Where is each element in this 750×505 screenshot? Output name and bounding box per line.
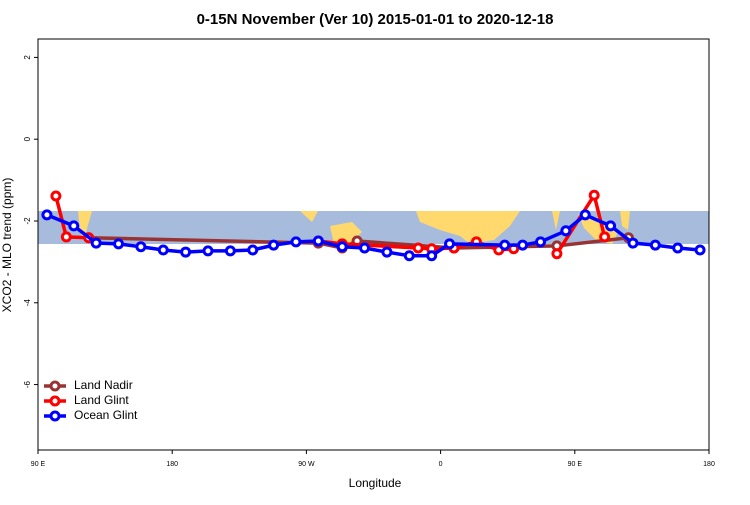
plot-frame <box>37 38 710 451</box>
legend-marker <box>49 410 61 422</box>
data-point <box>312 235 324 247</box>
data-point <box>444 238 456 250</box>
land <box>78 211 630 244</box>
chart-title: 0-15N November (Ver 10) 2015-01-01 to 20… <box>197 11 554 28</box>
data-point <box>290 236 302 248</box>
data-point <box>605 220 617 232</box>
x-tick-label: 180 <box>166 461 178 468</box>
data-point <box>412 242 424 254</box>
x-tick-label: 90 E <box>568 461 583 468</box>
data-point <box>381 246 393 258</box>
data-point <box>90 237 102 249</box>
x-tick-label: 90 E <box>31 461 46 468</box>
data-point <box>113 238 125 250</box>
data-point <box>157 244 169 256</box>
data-point <box>403 250 415 262</box>
y-tick-label: 2 <box>23 55 32 60</box>
legend-marker <box>49 395 61 407</box>
legend-label: Land Nadir <box>74 378 133 392</box>
x-tick-label: 90 W <box>298 461 315 468</box>
data-point <box>672 242 684 254</box>
x-tick-label: 180 <box>703 461 715 468</box>
data-point <box>336 241 348 253</box>
data-point <box>268 239 280 251</box>
legend-label: Ocean Glint <box>74 408 138 422</box>
data-point <box>426 250 438 262</box>
data-point <box>694 244 706 256</box>
data-point <box>135 241 147 253</box>
x-tick-label: 0 <box>439 461 443 468</box>
legend-label: Land Glint <box>74 393 129 407</box>
data-point <box>202 245 214 257</box>
y-tick-label: -4 <box>23 299 32 307</box>
data-point <box>60 231 72 243</box>
data-point <box>499 239 511 251</box>
y-tick-label: -2 <box>23 217 32 225</box>
y-tick-label: 0 <box>23 136 32 141</box>
data-point <box>50 190 62 202</box>
data-point <box>560 225 572 237</box>
data-point <box>41 209 53 221</box>
data-point <box>68 220 80 232</box>
data-point <box>180 246 192 258</box>
data-point <box>535 236 547 248</box>
data-point <box>649 239 661 251</box>
data-point <box>599 231 611 243</box>
data-point <box>627 237 639 249</box>
legend-marker <box>49 380 61 392</box>
data-point <box>247 244 259 256</box>
y-axis-label: XCO2 - MLO trend (ppm) <box>0 178 14 313</box>
data-point <box>579 209 591 221</box>
data-point <box>588 189 600 201</box>
data-point <box>359 242 371 254</box>
data-point <box>224 245 236 257</box>
y-tick-label: -6 <box>23 380 32 388</box>
x-axis-label: Longitude <box>349 476 402 490</box>
data-point <box>517 239 529 251</box>
data-point <box>551 248 563 260</box>
